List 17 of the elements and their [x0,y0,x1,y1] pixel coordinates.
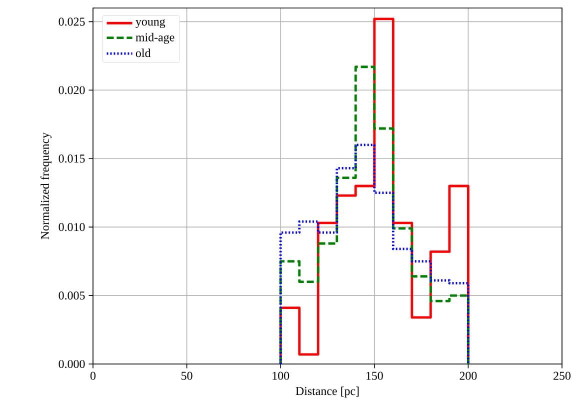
x-tick-label: 100 [272,372,290,380]
y-axis-title: Normalized frequency [40,132,52,240]
x-tick-label: 150 [366,372,383,380]
y-tick-label: 0.015 [58,154,85,163]
x-axis-title: Distance [pc] [296,386,359,398]
y-tick-label: 0.010 [58,223,85,232]
y-tick-label: 0.000 [58,360,85,368]
y-tick-label: 0.005 [58,291,85,300]
x-tick-label: 50 [182,372,192,380]
x-tick-label: 200 [460,372,477,380]
y-tick-label: 0.020 [58,86,85,94]
legend-label: young [136,19,166,28]
x-tick-label: 0 [90,372,96,380]
legend-label: old [136,48,151,58]
x-tick-label: 250 [554,372,571,380]
y-tick-label: 0.025 [58,18,85,26]
legend-label: mid-age [136,32,174,44]
